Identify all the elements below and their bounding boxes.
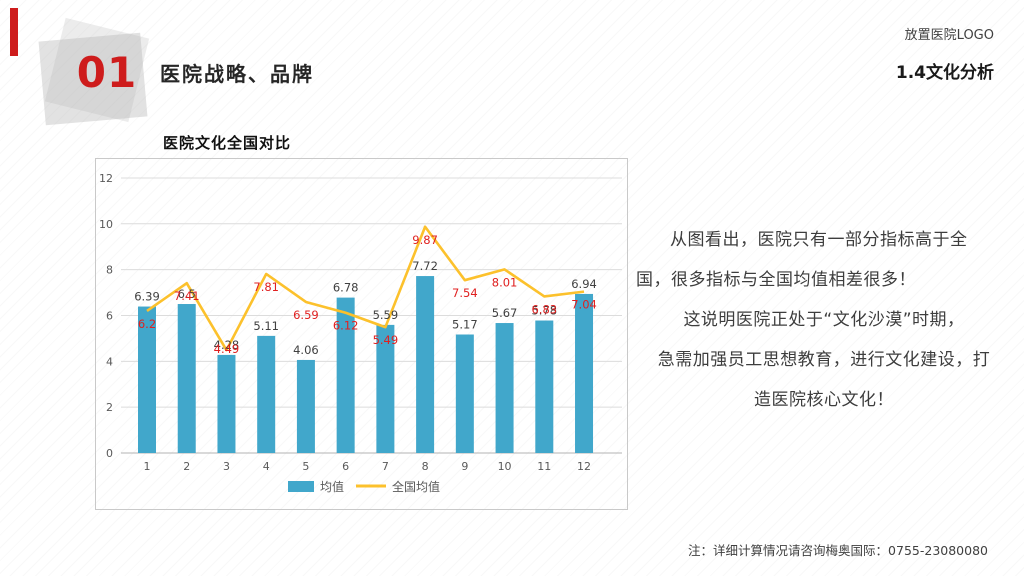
red-accent-bar bbox=[10, 8, 18, 56]
y-axis-tick-label: 8 bbox=[106, 264, 113, 277]
x-axis-tick-label: 8 bbox=[422, 460, 429, 473]
bar bbox=[296, 359, 315, 453]
bar bbox=[495, 323, 514, 453]
line-value-label: 7.81 bbox=[253, 280, 279, 294]
x-axis-tick-label: 2 bbox=[183, 460, 190, 473]
x-axis-tick-label: 5 bbox=[302, 460, 309, 473]
section-number: 01 bbox=[76, 48, 138, 97]
bar-value-label: 6.5 bbox=[178, 287, 196, 301]
x-axis-tick-label: 3 bbox=[223, 460, 230, 473]
section-title: 医院战略、品牌 bbox=[160, 62, 314, 86]
line-value-label: 6.59 bbox=[293, 308, 319, 322]
line-value-label: 6.12 bbox=[333, 319, 359, 333]
footer-note: 注：详细计算情况请咨询梅奥国际：0755-23080080 bbox=[688, 543, 988, 558]
bar-value-label: 4.06 bbox=[293, 343, 319, 357]
page-subtitle: 1.4文化分析 bbox=[895, 63, 994, 83]
text-line: 从图看出，医院只有一部分指标高于全 bbox=[670, 230, 968, 250]
line-value-label: 5.49 bbox=[373, 333, 399, 347]
line-value-label: 7.04 bbox=[571, 298, 597, 312]
bar-value-label: 5.59 bbox=[373, 308, 399, 322]
y-axis-tick-label: 4 bbox=[106, 355, 113, 368]
text-line: 急需加强员工思想教育，进行文化建设，打 bbox=[657, 350, 991, 370]
bar bbox=[177, 304, 196, 453]
x-axis-tick-label: 11 bbox=[537, 460, 551, 473]
text-line: 造医院核心文化！ bbox=[754, 390, 894, 410]
analysis-paragraph-2: 这说明医院正处于“文化沙漠”时期， 急需加强员工思想教育，进行文化建设，打 造医院核… bbox=[636, 300, 1012, 420]
text-line: 这说明医院正处于“文化沙漠”时期， bbox=[683, 310, 965, 330]
bar bbox=[455, 334, 474, 453]
bar bbox=[575, 293, 594, 453]
bar-value-label: 7.72 bbox=[412, 259, 438, 273]
bar bbox=[217, 354, 236, 453]
bar-value-label: 6.94 bbox=[571, 277, 597, 291]
bar bbox=[416, 276, 435, 453]
x-axis-tick-label: 6 bbox=[342, 460, 349, 473]
legend-line-label: 全国均值 bbox=[392, 479, 440, 494]
analysis-paragraph-1: 从图看出，医院只有一部分指标高于全国，很多指标与全国均值相差很多！ bbox=[636, 220, 1012, 300]
chart-title: 医院文化全国对比 bbox=[163, 134, 292, 152]
line-value-label: 7.41 bbox=[174, 289, 200, 303]
bar-value-label: 6.39 bbox=[134, 290, 160, 304]
text-line: 国，很多指标与全国均值相差很多！ bbox=[636, 270, 916, 290]
bar-value-label: 5.17 bbox=[452, 318, 478, 332]
line-value-label: 6.83 bbox=[531, 302, 557, 316]
section-number-badge: 01 bbox=[38, 17, 158, 126]
bar bbox=[138, 306, 156, 453]
chart-container: 0 2 4 6 8 10 12 1 2 3 4 5 6 7 8 9 10 11 12 6.39 6.5 4.28 5.11 4… bbox=[95, 158, 628, 510]
bar-value-label: 6.78 bbox=[333, 281, 359, 295]
legend-bar-swatch bbox=[288, 481, 314, 492]
line-value-label: 6.2 bbox=[138, 317, 156, 331]
line-value-label: 7.54 bbox=[452, 286, 478, 300]
y-axis-tick-label: 10 bbox=[99, 218, 113, 231]
line-value-label: 8.01 bbox=[492, 275, 518, 289]
bar-value-label: 5.11 bbox=[253, 319, 279, 333]
x-axis-tick-label: 7 bbox=[382, 460, 389, 473]
logo-placeholder-text: 放置医院LOGO bbox=[904, 28, 994, 43]
x-axis-tick-label: 10 bbox=[498, 460, 512, 473]
y-axis-tick-label: 12 bbox=[99, 172, 113, 185]
bar-value-label: 5.67 bbox=[492, 306, 518, 320]
y-axis-tick-label: 6 bbox=[106, 309, 113, 322]
trend-line bbox=[146, 225, 585, 352]
bar bbox=[376, 324, 395, 453]
x-axis-tick-label: 4 bbox=[263, 460, 270, 473]
x-axis-tick-label: 1 bbox=[144, 460, 151, 473]
bar-value-label: 5.78 bbox=[531, 304, 557, 318]
y-axis-tick-label: 0 bbox=[106, 447, 113, 460]
bar bbox=[257, 335, 276, 453]
x-axis-tick-label: 12 bbox=[577, 460, 591, 473]
x-axis-tick-label: 9 bbox=[461, 460, 468, 473]
analysis-text-block: 从图看出，医院只有一部分指标高于全国，很多指标与全国均值相差很多！ 这说明医院正… bbox=[636, 220, 1012, 420]
bar bbox=[336, 297, 355, 453]
y-axis-tick-label: 2 bbox=[106, 401, 113, 414]
bar bbox=[535, 320, 554, 453]
bar-value-label: 4.28 bbox=[214, 338, 240, 352]
line-value-label: 4.49 bbox=[214, 342, 240, 356]
line-value-label: 9.87 bbox=[412, 233, 438, 247]
legend-bar-label: 均值 bbox=[320, 479, 344, 494]
